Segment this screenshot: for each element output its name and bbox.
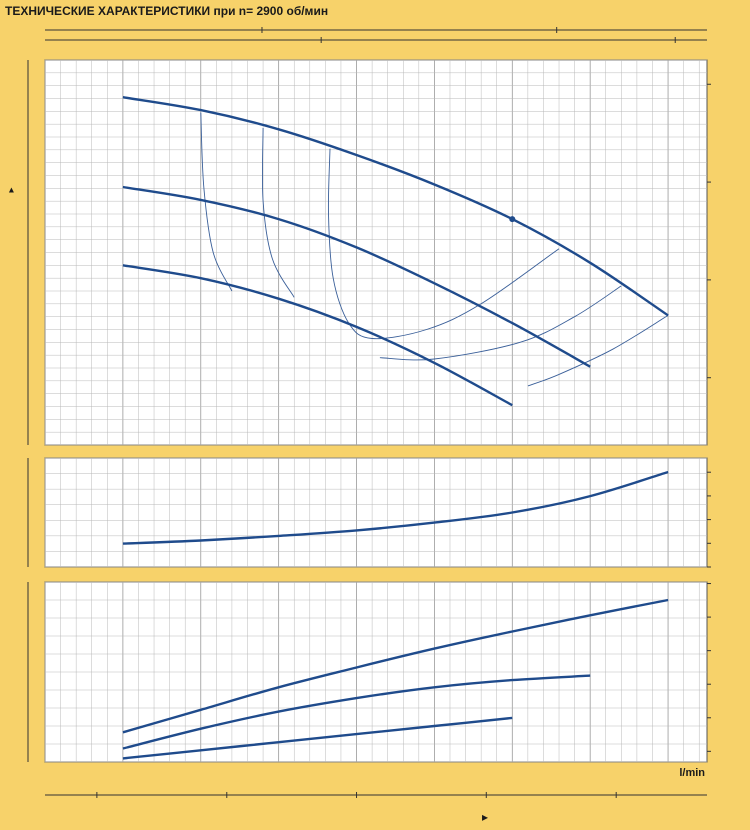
efficiency-curve-55 [200,112,233,292]
axis-arrow-icon: ▸ [6,187,17,192]
x-axis-arrow-icon: ▸ [482,810,488,824]
efficiency-curve-60 [261,127,295,298]
x-axis-unit: l/min [679,767,705,779]
page-title: ТЕХНИЧЕСКИЕ ХАРАКТЕРИСТИКИ при n= 2900 о… [5,4,328,18]
efficiency-peak-point [509,216,516,223]
series-line-0-0 [122,96,669,317]
series-line-0-1 [122,185,591,368]
series-line-2-0 [122,598,669,734]
panel-1 [44,457,708,568]
efficiency-curve-55 [527,315,669,387]
efficiency-curve-60 [379,285,622,361]
efficiency-curve-63 [327,148,560,340]
series-line-0-2 [122,264,513,407]
series-line-1-0 [122,470,669,545]
series-line-2-2 [122,716,513,760]
